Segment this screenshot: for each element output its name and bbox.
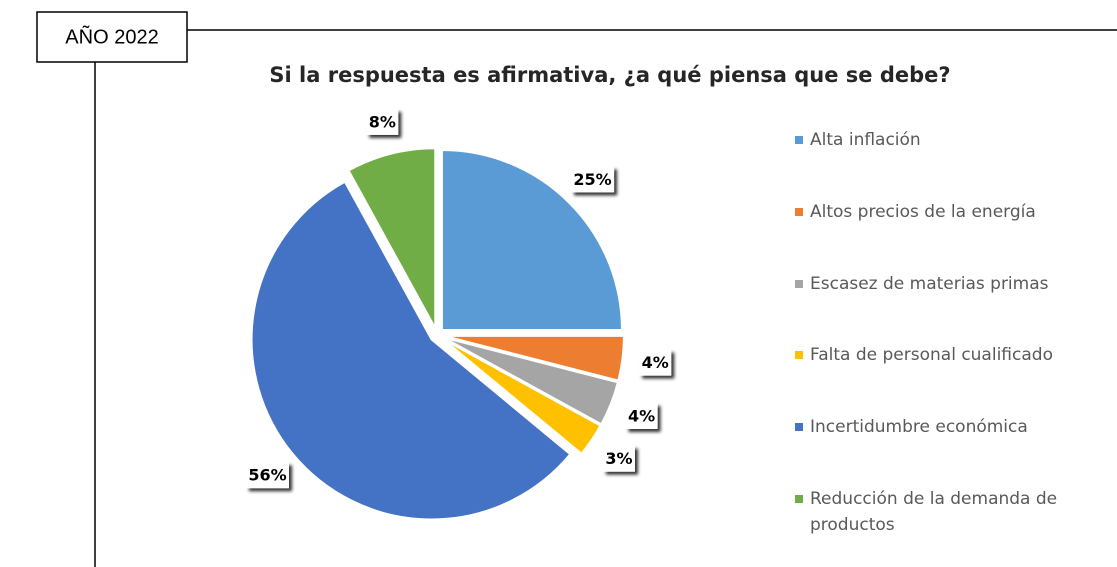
legend-item: Incertidumbre económica bbox=[795, 414, 1095, 440]
legend-swatch bbox=[795, 351, 803, 359]
legend-label: Alta inflación bbox=[810, 130, 921, 150]
data-label: 4% bbox=[642, 353, 669, 372]
legend-item: Escasez de materias primas bbox=[795, 271, 1095, 297]
legend-swatch bbox=[795, 495, 803, 503]
label-box bbox=[625, 402, 658, 429]
legend-label: Escasez de materias primas bbox=[810, 274, 1049, 294]
data-label: 25% bbox=[573, 170, 611, 189]
label-box bbox=[571, 166, 615, 193]
legend-swatch bbox=[795, 208, 803, 216]
label-box bbox=[639, 349, 672, 376]
legend-swatch bbox=[795, 280, 803, 288]
legend-item: Altos precios de la energía bbox=[795, 199, 1095, 225]
legend-label: Altos precios de la energía bbox=[810, 202, 1036, 222]
data-label: 56% bbox=[248, 466, 286, 485]
pie-slice bbox=[443, 334, 625, 382]
legend-item: Reducción de la demanda de productos bbox=[795, 486, 1095, 538]
legend-item: Falta de personal cualificado bbox=[795, 342, 1095, 368]
pie-slice bbox=[347, 147, 437, 329]
label-box bbox=[602, 445, 635, 472]
year-box bbox=[36, 11, 188, 63]
pie-slice bbox=[442, 338, 602, 456]
legend-label: Falta de personal cualificado bbox=[810, 345, 1053, 365]
year-label: AÑO 2022 bbox=[65, 24, 158, 48]
pie-slice bbox=[443, 336, 620, 426]
label-box bbox=[366, 108, 399, 135]
chart-title: Si la respuesta es afirmativa, ¿a qué pi… bbox=[269, 63, 950, 87]
legend-swatch bbox=[795, 423, 803, 431]
legend-item: Alta inflación bbox=[795, 127, 1095, 153]
legend-swatch bbox=[795, 136, 803, 144]
label-box bbox=[245, 462, 289, 489]
pie-slice bbox=[440, 149, 623, 332]
data-label: 8% bbox=[369, 112, 396, 131]
data-label: 4% bbox=[628, 406, 655, 425]
pie-slice bbox=[250, 180, 572, 521]
data-label: 3% bbox=[605, 449, 632, 468]
legend-label: Incertidumbre económica bbox=[810, 417, 1028, 437]
legend-label: Reducción de la demanda de productos bbox=[810, 489, 1058, 535]
